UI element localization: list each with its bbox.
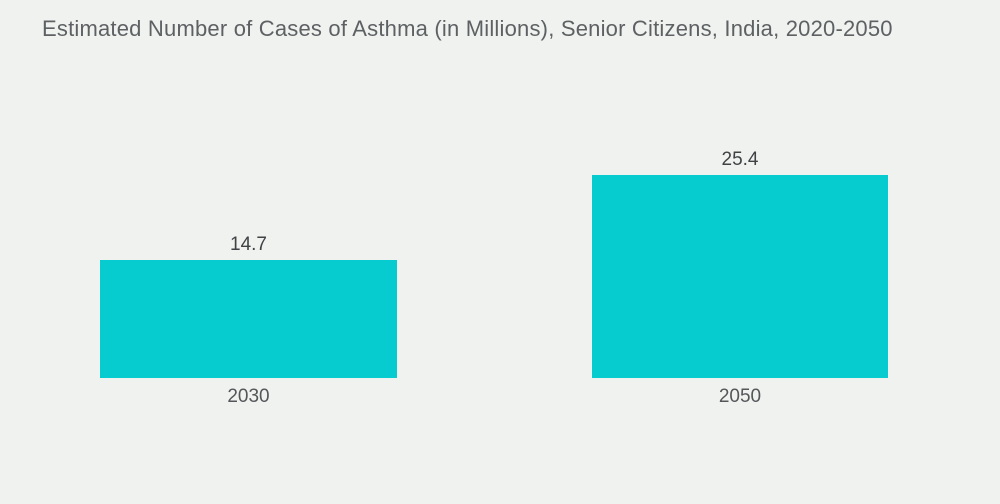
bar-value-label: 25.4 — [721, 149, 759, 170]
bar-group: 14.7 2030 — [100, 234, 397, 406]
bar — [592, 175, 888, 378]
chart-title: Estimated Number of Cases of Asthma (in … — [42, 16, 893, 41]
bar-group: 25.4 2050 — [592, 149, 888, 406]
bar-category-label: 2050 — [718, 386, 762, 407]
bar-value-label: 14.7 — [230, 234, 267, 255]
bar-category-label: 2030 — [227, 386, 270, 407]
bar — [100, 260, 397, 378]
